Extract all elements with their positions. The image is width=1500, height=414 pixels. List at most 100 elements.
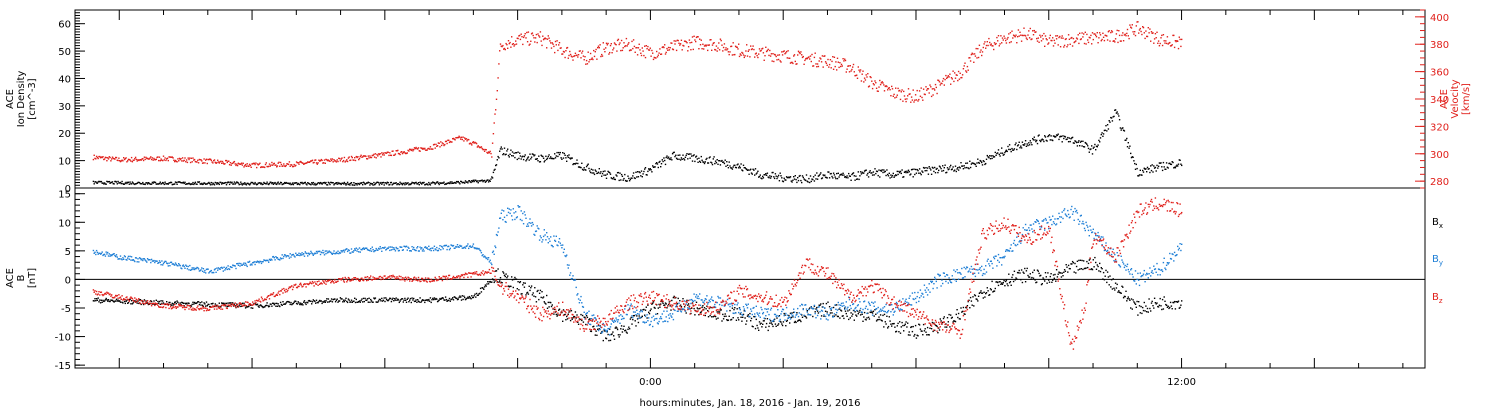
density-series-point <box>1140 170 1141 171</box>
bx-series-point <box>711 316 712 317</box>
bx-series-point <box>630 318 631 319</box>
density-series-point <box>697 158 698 159</box>
density-series-point <box>401 183 402 184</box>
velocity-series-point <box>514 44 515 45</box>
density-series-point <box>250 183 251 184</box>
bx-series-point <box>950 314 951 315</box>
density-series-point <box>813 176 814 177</box>
by-series-point <box>549 241 550 242</box>
velocity-series-point <box>1012 37 1013 38</box>
velocity-series-point <box>612 49 613 50</box>
by-series-point <box>283 256 284 257</box>
velocity-series-point <box>286 165 287 166</box>
velocity-series-point <box>1158 40 1159 41</box>
bx-series-point <box>612 331 613 332</box>
density-series-point <box>1128 142 1129 143</box>
bx-series-point <box>1081 268 1082 269</box>
density-series-point <box>1146 171 1147 172</box>
density-series-point <box>602 173 603 174</box>
density-series-point <box>650 169 651 170</box>
velocity-series-point <box>996 37 997 38</box>
bx-series-point <box>693 308 694 309</box>
density-series-point <box>1136 168 1137 169</box>
density-series-point <box>1024 143 1025 144</box>
density-series-point <box>509 156 510 157</box>
bx-series-point <box>429 301 430 302</box>
by-series-point <box>226 267 227 268</box>
density-series-point <box>192 184 193 185</box>
density-series-point <box>850 180 851 181</box>
bx-series-point <box>290 304 291 305</box>
velocity-series-point <box>1006 42 1007 43</box>
bx-series-point <box>678 298 679 299</box>
top-left-axis-title: [cm^-3] <box>27 78 38 119</box>
by-series-point <box>465 247 466 248</box>
density-series-point <box>740 163 741 164</box>
velocity-series-point <box>1174 47 1175 48</box>
velocity-series-point <box>1159 45 1160 46</box>
density-series-point <box>503 153 504 154</box>
velocity-series-point <box>639 44 640 45</box>
velocity-series-point <box>658 52 659 53</box>
velocity-series-point <box>886 86 887 87</box>
velocity-series-point <box>815 63 816 64</box>
velocity-series-point <box>640 53 641 54</box>
bx-series-point <box>632 319 633 320</box>
density-series-point <box>776 178 777 179</box>
bx-series-point <box>120 302 121 303</box>
by-series-point <box>108 255 109 256</box>
bx-series-point <box>578 324 579 325</box>
by-series-point <box>501 210 502 211</box>
by-series-point <box>503 210 504 211</box>
density-series-point <box>632 175 633 176</box>
bx-series-point <box>916 337 917 338</box>
velocity-series-point <box>688 46 689 47</box>
velocity-series-point <box>668 47 669 48</box>
velocity-series-point <box>594 56 595 57</box>
bx-series-point <box>157 301 158 302</box>
by-series-point <box>138 261 139 262</box>
bx-series-point <box>686 312 687 313</box>
density-series-point <box>801 182 802 183</box>
velocity-series-point <box>110 160 111 161</box>
bx-series-point <box>911 326 912 327</box>
velocity-series-point <box>830 59 831 60</box>
bx-series-point <box>208 304 209 305</box>
density-series-point <box>641 170 642 171</box>
velocity-series-point <box>884 90 885 91</box>
velocity-series-point <box>803 56 804 57</box>
density-series-point <box>1130 153 1131 154</box>
density-series-point <box>753 170 754 171</box>
bx-series-point <box>1046 276 1047 277</box>
velocity-series-point <box>357 156 358 157</box>
density-series-point <box>369 184 370 185</box>
density-series-point <box>629 180 630 181</box>
velocity-series-point <box>347 161 348 162</box>
density-series-point <box>405 182 406 183</box>
velocity-series-point <box>959 79 960 80</box>
velocity-series-point <box>955 78 956 79</box>
velocity-series-point <box>1049 37 1050 38</box>
bx-series-point <box>1153 307 1154 308</box>
density-series-point <box>678 155 679 156</box>
bx-series-point <box>620 328 621 329</box>
velocity-series-point <box>856 75 857 76</box>
bx-series-point <box>356 299 357 300</box>
density-series-point <box>737 163 738 164</box>
velocity-series <box>93 21 1183 168</box>
velocity-series-point <box>976 57 977 58</box>
density-series-point <box>411 183 412 184</box>
bx-series-point <box>819 305 820 306</box>
bx-series-point <box>430 297 431 298</box>
bx-series-point <box>1000 284 1001 285</box>
bx-series-point <box>1085 267 1086 268</box>
by-series-point <box>417 246 418 247</box>
y-tick-label: 380 <box>1430 40 1449 51</box>
velocity-series-point <box>854 71 855 72</box>
by-series-point <box>192 267 193 268</box>
bx-series-point <box>905 321 906 322</box>
bx-series-point <box>878 316 879 317</box>
by-series-point <box>289 257 290 258</box>
velocity-series-point <box>375 153 376 154</box>
velocity-series-point <box>878 86 879 87</box>
